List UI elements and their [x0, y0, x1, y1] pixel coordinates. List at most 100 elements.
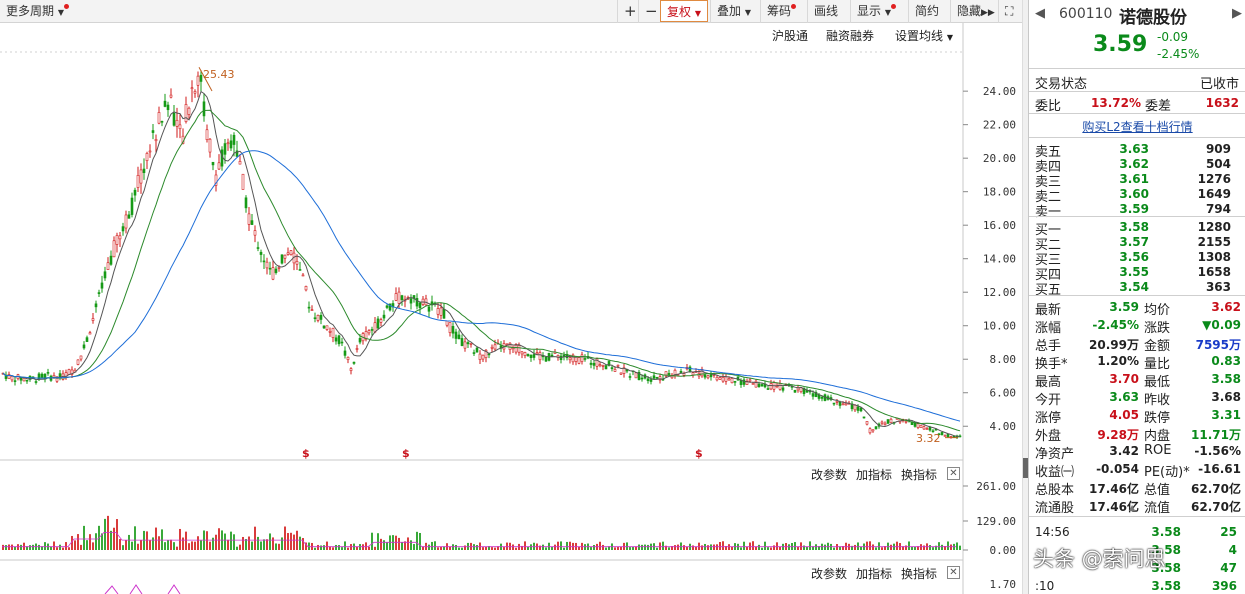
volume-bar — [29, 545, 31, 550]
vol-add-indicator-button[interactable]: 加指标 — [856, 468, 893, 482]
macd-swap-indicator-button[interactable]: 换指标 — [901, 567, 938, 581]
candle-body — [679, 370, 683, 373]
period-menu[interactable]: 更多周期 ▼ — [0, 0, 75, 23]
candle-body — [34, 381, 38, 383]
candle-body — [841, 403, 845, 406]
candle-body — [469, 343, 473, 345]
candle-body — [640, 377, 644, 380]
volume-bar — [278, 543, 280, 550]
volume-bar — [773, 545, 775, 550]
volume-bar — [344, 541, 346, 550]
volume-bar — [299, 536, 301, 550]
simple-button[interactable]: 简约 — [908, 0, 945, 23]
buy-level-price: 3.58 — [1119, 220, 1149, 234]
macd-add-indicator-button[interactable]: 加指标 — [856, 567, 893, 581]
volume-bar — [122, 545, 124, 550]
volume-bar — [788, 544, 790, 550]
candle-body — [388, 303, 392, 311]
quote-value: 3.68 — [1211, 390, 1241, 404]
hide-button[interactable]: 隐藏▶▶ — [950, 0, 1001, 23]
volume-bar — [857, 542, 859, 550]
volume-bar — [902, 546, 904, 550]
display-button[interactable]: 显示 ▼ — [850, 0, 902, 23]
volume-bar — [8, 544, 10, 550]
volume-bar — [59, 544, 61, 550]
close-icon[interactable]: ✕ — [947, 467, 960, 480]
candlesticks — [1, 70, 962, 440]
candle-body — [415, 298, 419, 307]
splitter-handle[interactable] — [1023, 458, 1028, 478]
candle-body — [493, 344, 497, 350]
fuquan-button[interactable]: 复权 ▼ — [660, 0, 708, 22]
overlay-button[interactable]: 叠加 ▼ — [710, 0, 757, 23]
panel-splitter[interactable] — [1022, 0, 1028, 594]
margin-marker[interactable]: $ — [695, 447, 703, 460]
volume-bar — [26, 546, 28, 550]
volume-bar — [14, 547, 16, 550]
vol-modify-params-button[interactable]: 改参数 — [811, 468, 848, 482]
zoom-in-button[interactable]: + — [617, 0, 643, 23]
margin-marker[interactable]: $ — [302, 447, 310, 460]
ma-settings-menu[interactable]: 设置均线 ▼ — [895, 27, 953, 44]
kline-chart-area[interactable]: 24.00 22.00 20.00 18.00 16.00 14.00 12.00 10.00… — [0, 23, 1022, 594]
quote-value: 0.83 — [1211, 354, 1241, 368]
candle-body — [934, 428, 938, 431]
volume-bar — [227, 539, 229, 550]
volume-bar — [308, 542, 310, 550]
margin-marker[interactable]: $ — [402, 447, 410, 460]
candle-body — [238, 161, 242, 165]
candle-body — [832, 402, 836, 405]
candle-body — [355, 348, 359, 350]
fullscreen-icon[interactable]: ⛶ — [998, 0, 1019, 23]
candle-body — [451, 326, 455, 334]
zoom-out-button[interactable]: − — [638, 0, 664, 23]
volume-bar — [215, 534, 217, 550]
quote-value: 62.70亿 — [1191, 482, 1241, 496]
quote-value: 3.63 — [1109, 390, 1139, 404]
volume-bar — [404, 541, 406, 550]
volume-bar — [245, 539, 247, 550]
volume-bar — [713, 544, 715, 550]
volume-bar — [152, 537, 154, 550]
candle-body — [475, 347, 479, 353]
close-icon[interactable]: ✕ — [947, 566, 960, 579]
margin-trading-link[interactable]: 融资融券 — [826, 29, 875, 43]
dropdown-arrow-icon: ▼ — [694, 9, 701, 18]
candle-body — [265, 261, 269, 269]
quote-value: ▼0.09 — [1202, 318, 1241, 332]
candle-body — [397, 291, 401, 304]
buy-level-label: 买三 — [1035, 253, 1062, 268]
candle-body — [595, 358, 599, 367]
candle-body — [163, 100, 167, 107]
volume-bar — [599, 541, 601, 550]
candle-body — [649, 379, 653, 382]
vol-swap-indicator-button[interactable]: 换指标 — [901, 468, 938, 482]
volume-bar — [779, 546, 781, 550]
candle-body — [379, 319, 383, 323]
volume-bar — [260, 541, 262, 550]
candle-body — [460, 338, 464, 346]
volume-bar — [377, 533, 379, 550]
candle-body — [280, 254, 284, 264]
collapse-arrow-icon[interactable]: ▲ — [1129, 503, 1136, 512]
volume-bar — [731, 546, 733, 550]
macd-modify-params-button[interactable]: 改参数 — [811, 567, 848, 581]
drawline-button[interactable]: 画线 — [807, 0, 844, 23]
candle-body — [103, 271, 107, 279]
volume-bar — [818, 546, 820, 550]
volume-bar — [872, 544, 874, 550]
volume-bar — [824, 544, 826, 550]
kline-chart-svg[interactable]: 24.00 22.00 20.00 18.00 16.00 14.00 12.00 10.00… — [0, 23, 1022, 594]
candle-body — [718, 377, 722, 380]
next-stock-icon[interactable]: ▶ — [1232, 6, 1242, 21]
candle-body — [394, 293, 398, 301]
buy-l2-link[interactable]: 购买L2查看十档行情 — [1082, 120, 1193, 134]
status-label: 交易状态 — [1035, 77, 1088, 92]
divider — [1029, 68, 1245, 69]
hugutong-link[interactable]: 沪股通 — [772, 29, 809, 43]
volume-bar — [128, 534, 130, 550]
chips-button[interactable]: 筹码 — [760, 0, 802, 23]
sell-level-price: 3.61 — [1119, 172, 1149, 186]
prev-stock-icon[interactable]: ◀ — [1035, 6, 1045, 21]
volume-bar — [200, 540, 202, 550]
